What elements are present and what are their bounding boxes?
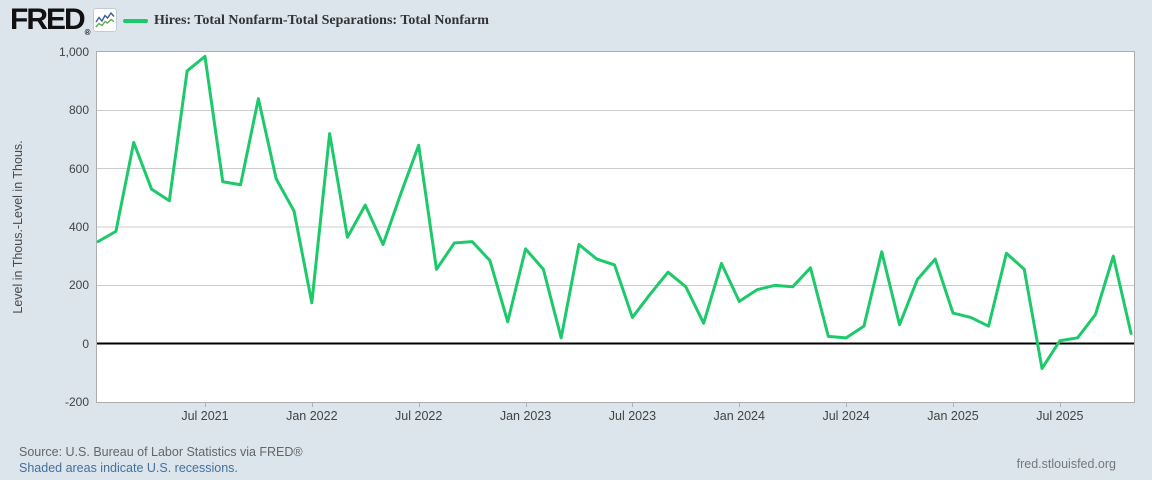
x-tick-mark	[311, 402, 313, 407]
x-tick-mark	[1059, 402, 1061, 407]
x-tick-label: Jul 2022	[395, 409, 443, 423]
x-tick-mark	[952, 402, 954, 407]
legend-line-swatch	[123, 19, 148, 23]
x-tick-label: Jul 2021	[181, 409, 229, 423]
x-tick-mark	[632, 402, 634, 407]
fred-logo[interactable]: FRED®	[10, 3, 91, 37]
x-tick-mark	[525, 402, 527, 407]
y-tick-label: -200	[64, 395, 89, 409]
icon-green-line	[95, 18, 115, 28]
footer: Source: U.S. Bureau of Labor Statistics …	[19, 444, 303, 476]
y-tick-label: 400	[68, 220, 89, 234]
series-legend: Hires: Total Nonfarm-Total Separations: …	[123, 10, 489, 32]
y-tick-label: 0	[82, 336, 89, 351]
sparkline-icon-svg	[95, 11, 115, 28]
y-tick-label: 200	[68, 278, 89, 293]
x-tick-label: Jan 2025	[927, 409, 979, 423]
x-tick-mark	[418, 402, 420, 407]
x-tick-label: Jan 2023	[499, 409, 552, 423]
x-tick-label: Jan 2024	[713, 409, 765, 423]
x-tick-mark	[204, 402, 206, 407]
y-tick-label: 800	[68, 103, 89, 118]
x-tick-mark	[846, 402, 848, 407]
chart-svg	[96, 54, 1134, 370]
y-tick-label: 600	[68, 161, 89, 176]
data-series-line	[96, 54, 1133, 370]
recession-shading-link[interactable]: Shaded areas indicate U.S. recessions.	[19, 461, 238, 475]
icon-blue-line	[95, 11, 115, 23]
x-tick-label: Jul 2025	[1036, 409, 1084, 423]
fred-logo-text: FRED	[10, 3, 86, 36]
y-tick-label: 1,000	[58, 45, 89, 59]
plot-area	[96, 51, 1135, 403]
x-tick-label: Jul 2024	[822, 409, 870, 423]
fred-sparkline-icon	[93, 8, 117, 32]
x-tick-label: Jul 2023	[608, 409, 657, 423]
source-note: Source: U.S. Bureau of Labor Statistics …	[19, 445, 303, 459]
x-tick-mark	[739, 402, 741, 407]
x-tick-label: Jan 2022	[286, 409, 338, 423]
fred-site-link[interactable]: fred.stlouisfed.org	[1016, 457, 1116, 471]
registered-mark-icon: ®	[84, 28, 91, 37]
legend-series-label: Hires: Total Nonfarm-Total Separations: …	[154, 13, 489, 28]
